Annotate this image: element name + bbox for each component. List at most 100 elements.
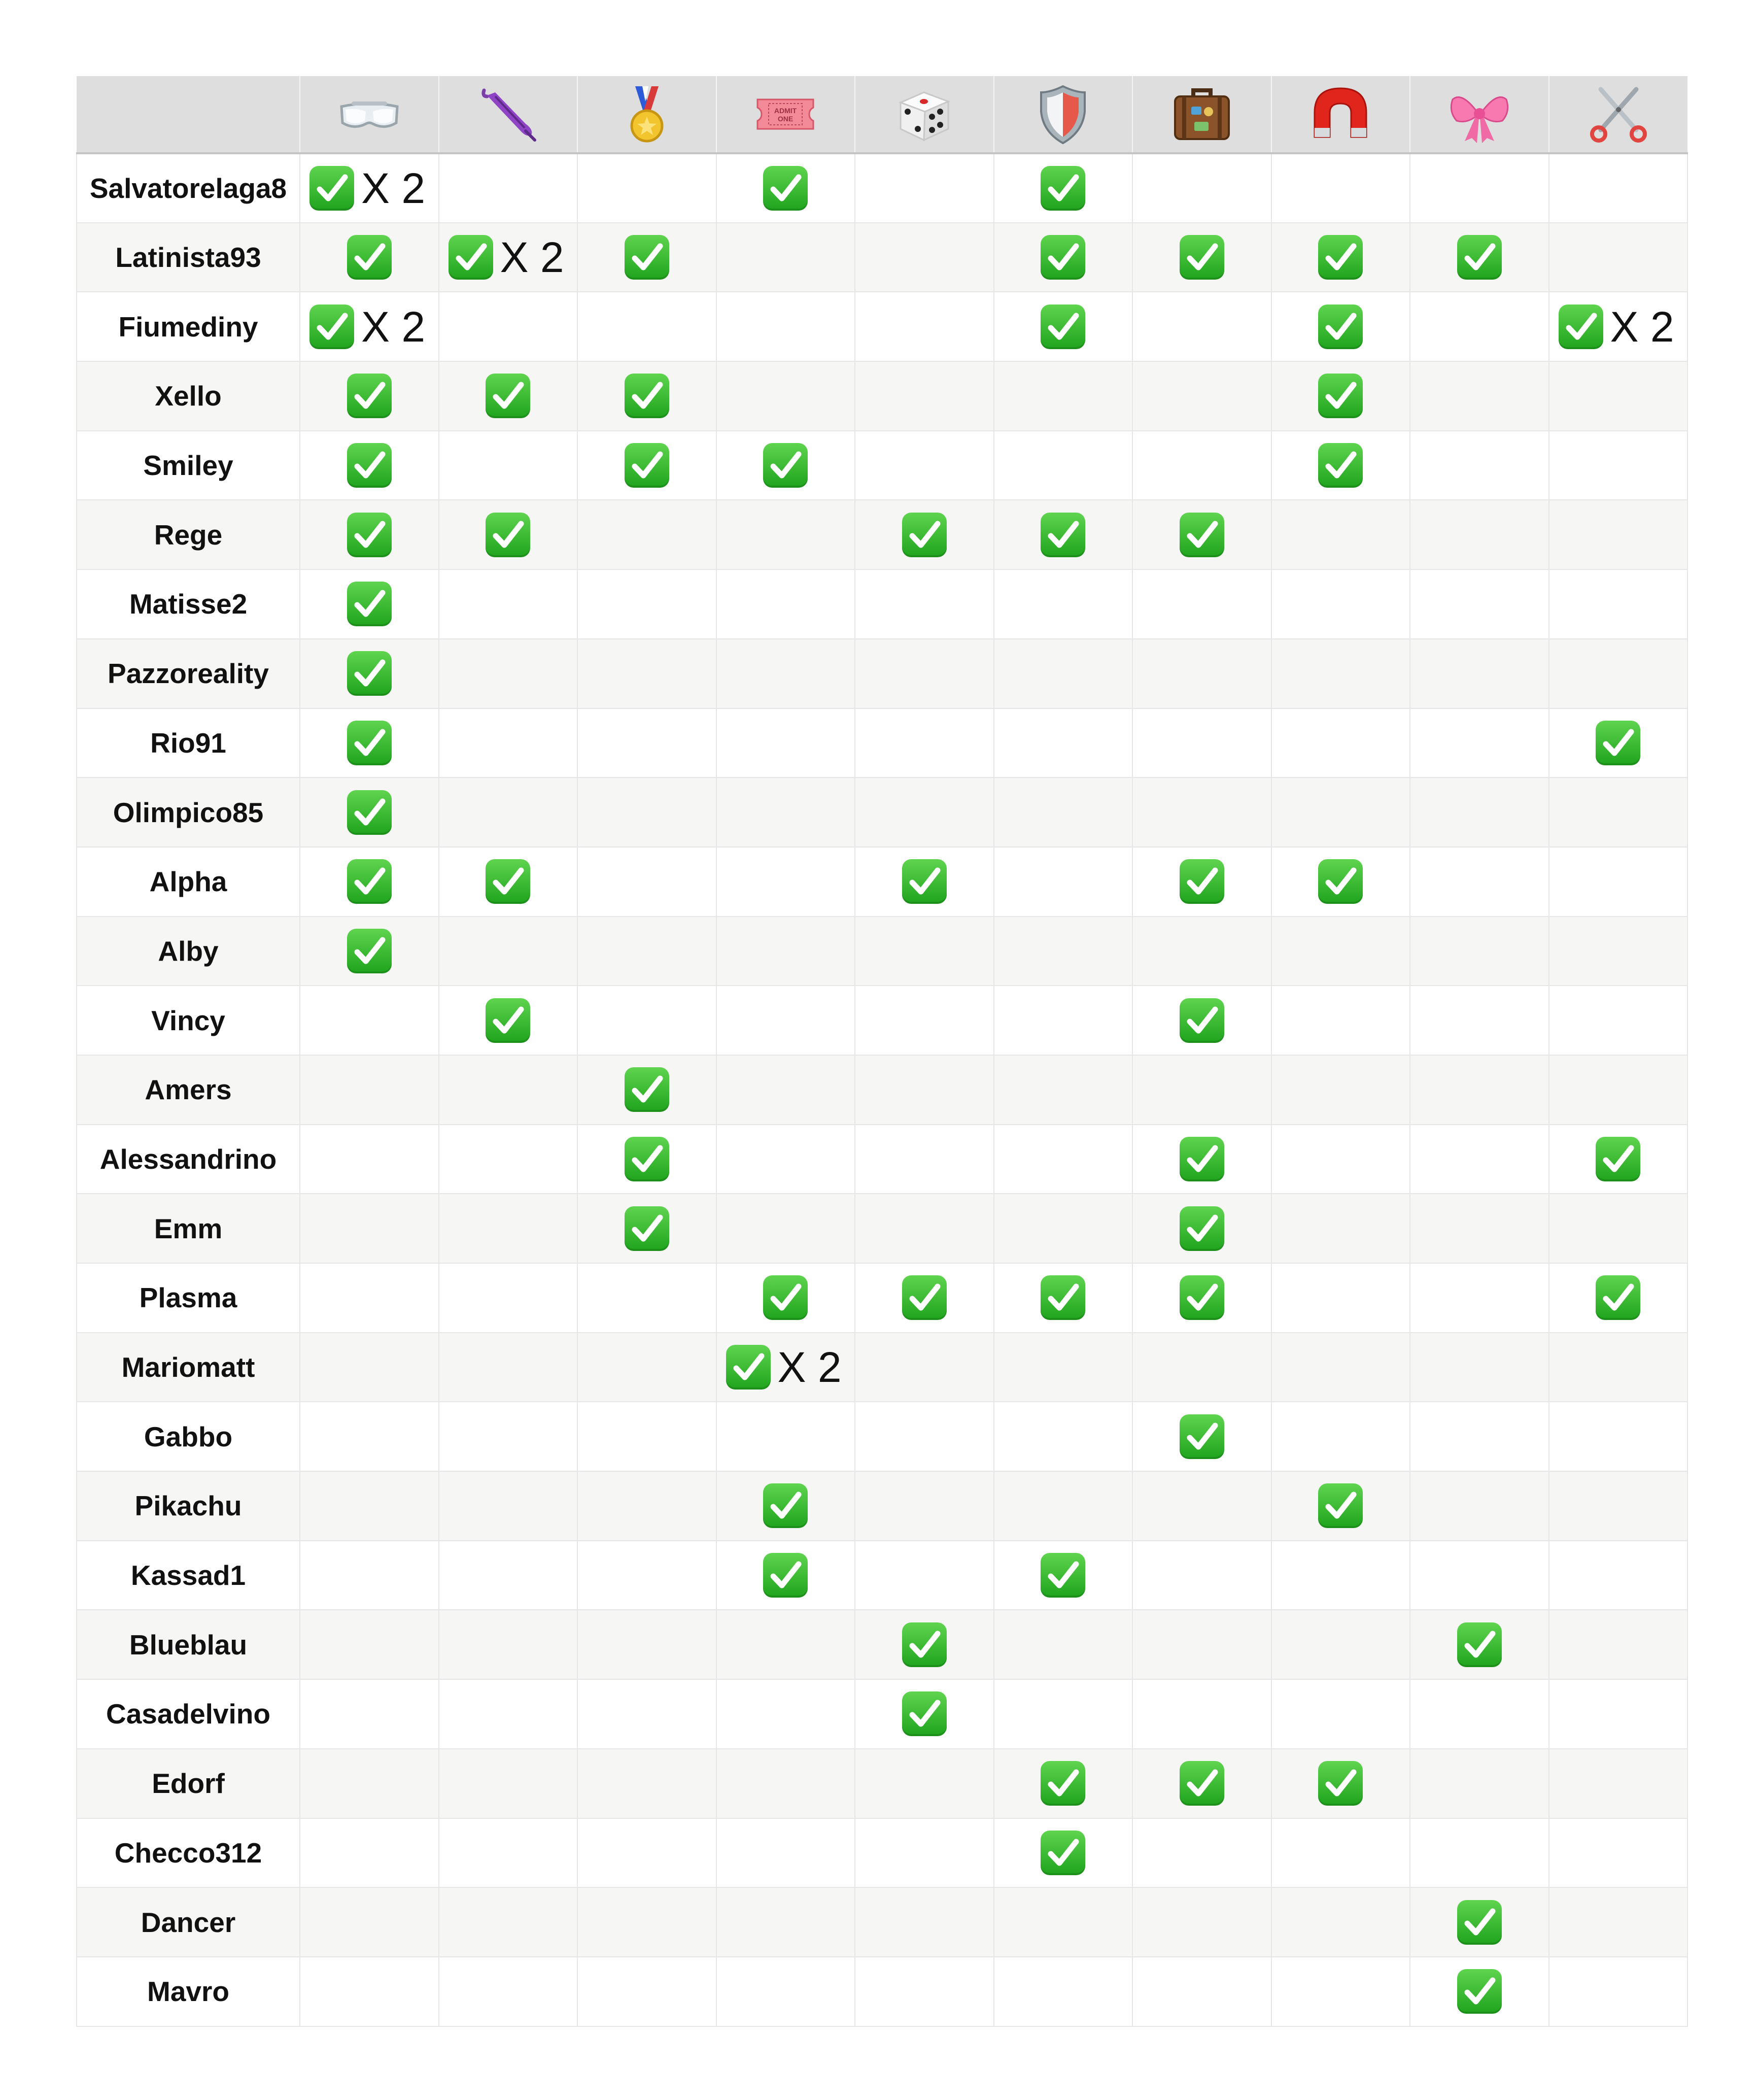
row-name-cell[interactable]: Mavro bbox=[76, 1956, 300, 2027]
cell-medal[interactable] bbox=[577, 1263, 717, 1333]
cell-ticket[interactable] bbox=[716, 846, 855, 917]
cell-magnet[interactable] bbox=[1271, 986, 1410, 1056]
cell-luggage[interactable] bbox=[1132, 1956, 1272, 2027]
cell-shield[interactable] bbox=[993, 222, 1133, 293]
cell-umbrella[interactable] bbox=[438, 986, 578, 1056]
cell-luggage[interactable] bbox=[1132, 1887, 1272, 1957]
cell-shield[interactable] bbox=[993, 1748, 1133, 1819]
cell-scissors[interactable] bbox=[1548, 430, 1688, 501]
cell-medal[interactable] bbox=[577, 1540, 717, 1611]
cell-magnet[interactable] bbox=[1271, 1956, 1410, 2027]
cell-dice[interactable] bbox=[855, 1263, 994, 1333]
cell-shield[interactable] bbox=[993, 1679, 1133, 1749]
cell-dice[interactable] bbox=[855, 1956, 994, 2027]
cell-scissors[interactable] bbox=[1548, 569, 1688, 639]
cell-umbrella[interactable] bbox=[438, 1471, 578, 1541]
cell-umbrella[interactable] bbox=[438, 1055, 578, 1125]
cell-goggles[interactable] bbox=[300, 1818, 439, 1888]
cell-umbrella[interactable] bbox=[438, 638, 578, 709]
cell-luggage[interactable] bbox=[1132, 1679, 1272, 1749]
row-name-cell[interactable]: Mariomatt bbox=[76, 1332, 300, 1403]
cell-magnet[interactable] bbox=[1271, 846, 1410, 917]
cell-shield[interactable] bbox=[993, 1194, 1133, 1264]
cell-dice[interactable] bbox=[855, 1332, 994, 1403]
cell-ribbon[interactable] bbox=[1410, 222, 1549, 293]
cell-magnet[interactable] bbox=[1271, 1679, 1410, 1749]
cell-ticket[interactable] bbox=[716, 430, 855, 501]
header-dice[interactable] bbox=[855, 76, 994, 154]
row-name-cell[interactable]: Plasma bbox=[76, 1263, 300, 1333]
cell-medal[interactable] bbox=[577, 1402, 717, 1472]
cell-scissors[interactable] bbox=[1548, 1610, 1688, 1680]
cell-luggage[interactable] bbox=[1132, 292, 1272, 362]
cell-medal[interactable] bbox=[577, 1887, 717, 1957]
cell-magnet[interactable] bbox=[1271, 1748, 1410, 1819]
cell-magnet[interactable] bbox=[1271, 569, 1410, 639]
cell-dice[interactable] bbox=[855, 292, 994, 362]
cell-ticket[interactable] bbox=[716, 777, 855, 848]
cell-ticket[interactable] bbox=[716, 153, 855, 223]
cell-ticket[interactable] bbox=[716, 916, 855, 987]
cell-luggage[interactable] bbox=[1132, 638, 1272, 709]
cell-shield[interactable] bbox=[993, 500, 1133, 570]
cell-goggles[interactable] bbox=[300, 846, 439, 917]
cell-goggles[interactable]: X 2 bbox=[300, 153, 439, 223]
cell-ticket[interactable] bbox=[716, 1194, 855, 1264]
cell-scissors[interactable] bbox=[1548, 986, 1688, 1056]
cell-scissors[interactable] bbox=[1548, 361, 1688, 431]
cell-umbrella[interactable] bbox=[438, 1956, 578, 2027]
cell-medal[interactable] bbox=[577, 569, 717, 639]
cell-umbrella[interactable] bbox=[438, 153, 578, 223]
cell-shield[interactable] bbox=[993, 1540, 1133, 1611]
cell-ticket[interactable] bbox=[716, 1471, 855, 1541]
cell-medal[interactable] bbox=[577, 1124, 717, 1195]
cell-shield[interactable] bbox=[993, 153, 1133, 223]
cell-luggage[interactable] bbox=[1132, 1194, 1272, 1264]
cell-goggles[interactable] bbox=[300, 1402, 439, 1472]
cell-dice[interactable] bbox=[855, 500, 994, 570]
header-ticket[interactable]: ADMIT ONE bbox=[716, 76, 855, 154]
row-name-cell[interactable]: Rio91 bbox=[76, 708, 300, 778]
cell-goggles[interactable] bbox=[300, 1540, 439, 1611]
cell-dice[interactable] bbox=[855, 569, 994, 639]
cell-magnet[interactable] bbox=[1271, 1194, 1410, 1264]
cell-shield[interactable] bbox=[993, 1610, 1133, 1680]
cell-umbrella[interactable] bbox=[438, 1679, 578, 1749]
cell-ribbon[interactable] bbox=[1410, 846, 1549, 917]
cell-medal[interactable] bbox=[577, 916, 717, 987]
cell-shield[interactable] bbox=[993, 1471, 1133, 1541]
cell-ticket[interactable] bbox=[716, 1748, 855, 1819]
cell-ticket[interactable] bbox=[716, 1818, 855, 1888]
cell-dice[interactable] bbox=[855, 1679, 994, 1749]
cell-umbrella[interactable] bbox=[438, 1887, 578, 1957]
cell-ribbon[interactable] bbox=[1410, 153, 1549, 223]
cell-magnet[interactable] bbox=[1271, 361, 1410, 431]
row-name-cell[interactable]: Kassad1 bbox=[76, 1540, 300, 1611]
row-name-cell[interactable]: Xello bbox=[76, 361, 300, 431]
cell-shield[interactable] bbox=[993, 361, 1133, 431]
row-name-cell[interactable]: Casadelvino bbox=[76, 1679, 300, 1749]
cell-goggles[interactable] bbox=[300, 1748, 439, 1819]
cell-luggage[interactable] bbox=[1132, 153, 1272, 223]
cell-ticket[interactable] bbox=[716, 1610, 855, 1680]
cell-luggage[interactable] bbox=[1132, 1124, 1272, 1195]
cell-ribbon[interactable] bbox=[1410, 1887, 1549, 1957]
cell-magnet[interactable] bbox=[1271, 222, 1410, 293]
cell-luggage[interactable] bbox=[1132, 1263, 1272, 1333]
cell-dice[interactable] bbox=[855, 846, 994, 917]
cell-ribbon[interactable] bbox=[1410, 569, 1549, 639]
cell-ribbon[interactable] bbox=[1410, 1402, 1549, 1472]
cell-goggles[interactable] bbox=[300, 361, 439, 431]
cell-umbrella[interactable] bbox=[438, 430, 578, 501]
cell-scissors[interactable] bbox=[1548, 1956, 1688, 2027]
row-name-cell[interactable]: Gabbo bbox=[76, 1402, 300, 1472]
cell-ribbon[interactable] bbox=[1410, 500, 1549, 570]
cell-ribbon[interactable] bbox=[1410, 292, 1549, 362]
cell-ticket[interactable] bbox=[716, 292, 855, 362]
cell-medal[interactable] bbox=[577, 500, 717, 570]
cell-ribbon[interactable] bbox=[1410, 1332, 1549, 1403]
row-name-cell[interactable]: Amers bbox=[76, 1055, 300, 1125]
cell-dice[interactable] bbox=[855, 1887, 994, 1957]
cell-dice[interactable] bbox=[855, 1748, 994, 1819]
cell-ticket[interactable] bbox=[716, 1679, 855, 1749]
